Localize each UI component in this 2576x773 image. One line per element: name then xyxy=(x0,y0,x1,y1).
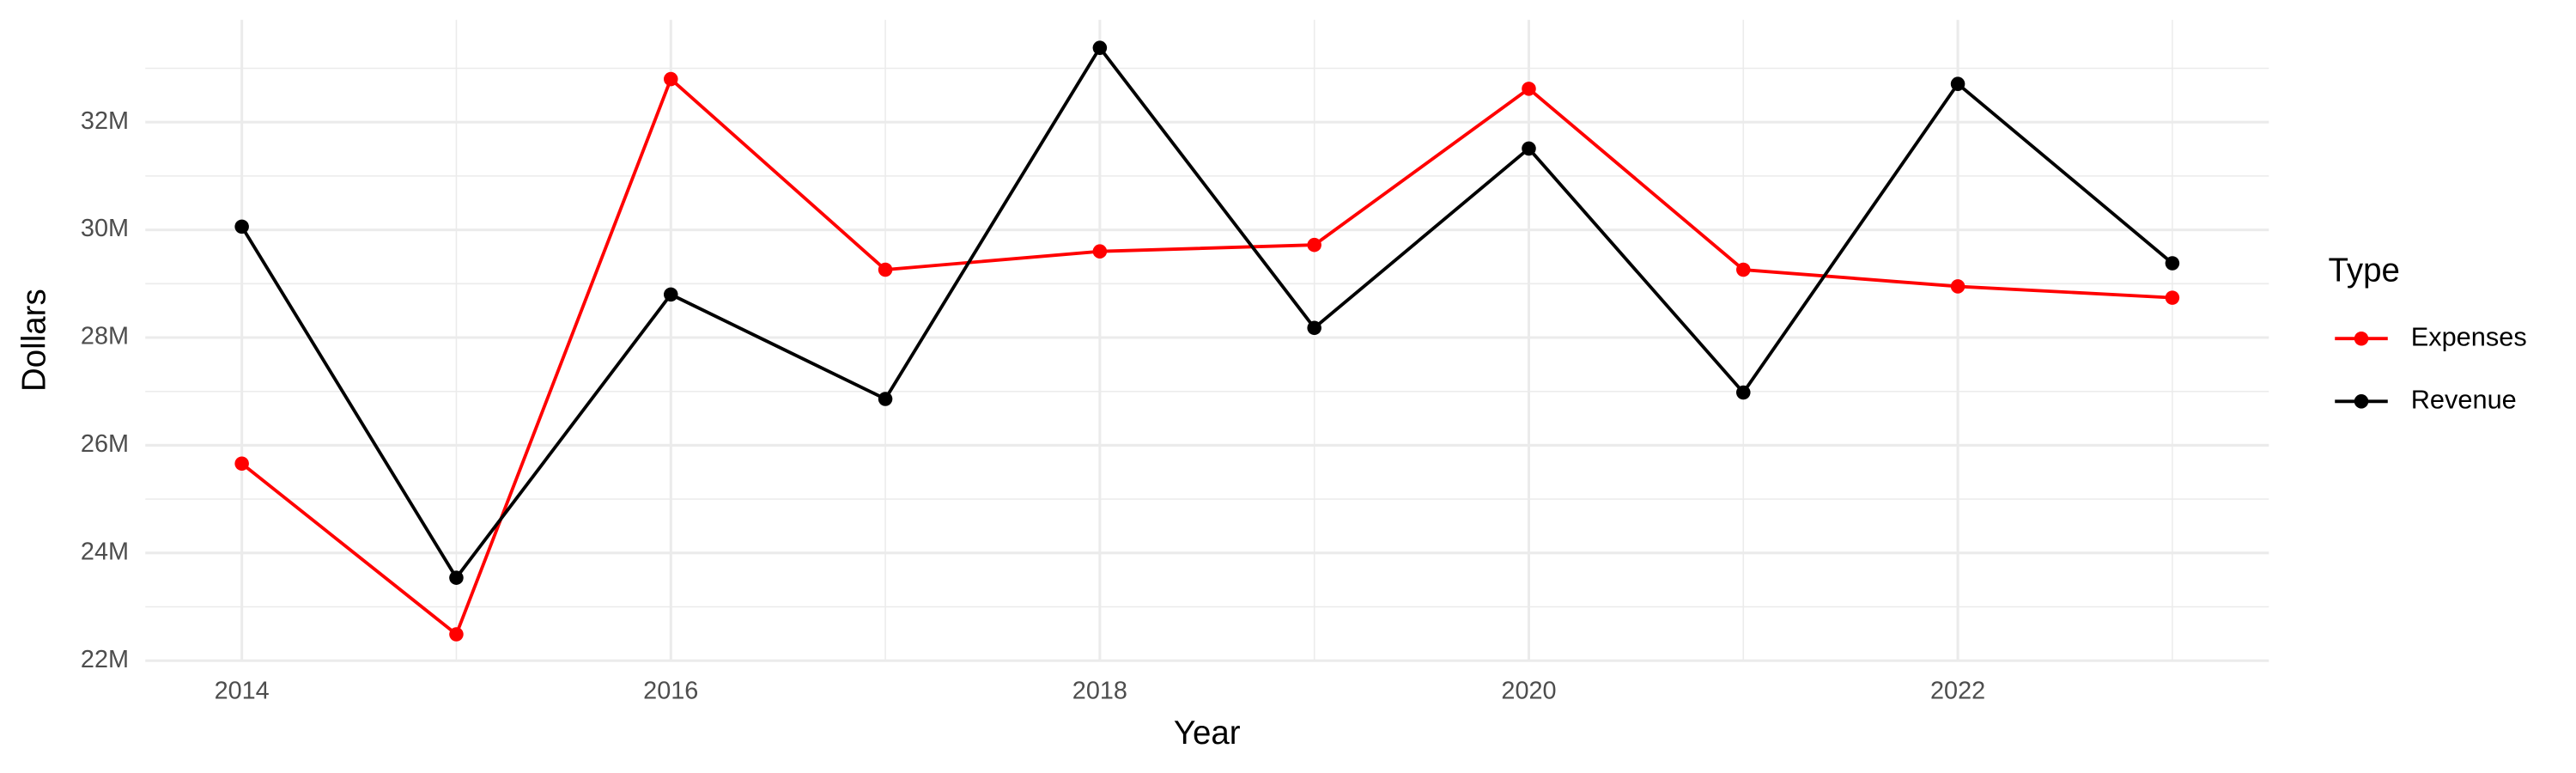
data-point xyxy=(234,219,249,234)
data-point xyxy=(1950,279,1965,294)
data-point xyxy=(663,287,678,302)
y-tick-label: 24M xyxy=(81,538,129,565)
data-point xyxy=(1092,40,1108,55)
x-tick-label: 2022 xyxy=(1930,677,1985,704)
series-line xyxy=(240,76,2173,637)
data-point xyxy=(1522,82,1536,96)
y-axis-title: Dollars xyxy=(15,289,52,392)
x-tick-label: 2020 xyxy=(1501,677,1556,704)
legend-title: Type xyxy=(2329,252,2400,289)
legend: Expenses Revenue xyxy=(2335,321,2527,414)
x-axis-title: Year xyxy=(1174,715,1241,752)
y-tick-label: 22M xyxy=(81,646,129,673)
data-point xyxy=(1092,244,1108,259)
data-point xyxy=(1307,237,1321,253)
data-point xyxy=(878,262,893,277)
y-tick-label: 32M xyxy=(81,107,129,135)
data-point xyxy=(2165,290,2180,305)
grid: 22M 24M 26M 28M 30M 32M 2014 2016 2018 2020 2022 xyxy=(81,20,2269,704)
data-point xyxy=(449,627,464,642)
data-point xyxy=(1950,76,1965,91)
data-point xyxy=(878,392,893,406)
y-tick-label: 28M xyxy=(81,323,129,350)
data-point xyxy=(1736,385,1751,400)
series-line xyxy=(240,45,2174,581)
data-point xyxy=(663,71,678,87)
data-point xyxy=(234,456,249,472)
y-tick-label: 26M xyxy=(81,430,129,458)
x-tick-label: 2016 xyxy=(643,677,698,704)
x-tick-label: 2014 xyxy=(215,677,270,704)
x-tick-label: 2018 xyxy=(1072,677,1127,704)
legend-swatch-point xyxy=(2354,394,2369,409)
data-point xyxy=(1307,320,1321,336)
plot-marks xyxy=(234,40,2180,642)
data-point xyxy=(2165,256,2180,271)
data-point xyxy=(449,570,464,585)
legend-label: Revenue xyxy=(2411,384,2517,414)
y-tick-label: 30M xyxy=(81,215,129,242)
data-point xyxy=(1736,262,1751,277)
legend-swatch-point xyxy=(2354,331,2369,346)
data-point xyxy=(1522,141,1536,156)
legend-label: Expenses xyxy=(2411,321,2527,351)
